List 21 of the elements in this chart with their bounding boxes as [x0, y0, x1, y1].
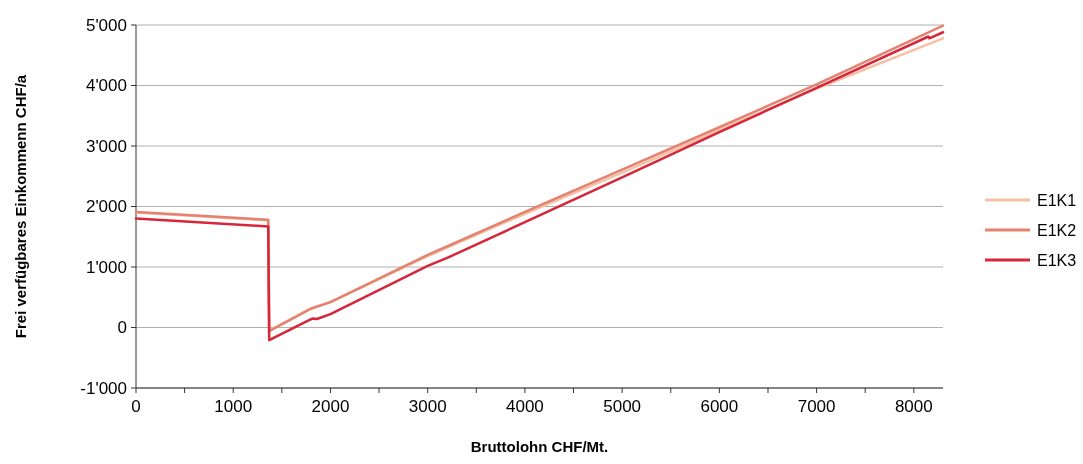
- x-tick-label: 2000: [311, 397, 350, 416]
- x-axis-title: Bruttolohn CHF/Mt.: [470, 438, 609, 455]
- x-tick-label: 6000: [700, 397, 739, 416]
- x-tick-label: 3000: [408, 397, 447, 416]
- legend-label: E1K3: [1037, 251, 1077, 269]
- y-axis-title: Frei verfügbares Einkommenn CHF/a: [12, 74, 29, 339]
- y-tick-label: 4'000: [85, 76, 127, 96]
- y-tick-label: 3'000: [85, 136, 127, 156]
- y-tick-label: 2'000: [85, 197, 127, 217]
- y-tick-label: 0: [117, 318, 127, 338]
- x-tick-label: 8000: [894, 397, 933, 416]
- x-tick-label: 1000: [214, 397, 253, 416]
- y-tick-label: -1'000: [80, 378, 127, 398]
- x-tick-label: 5000: [603, 397, 642, 416]
- y-tick-label: 5'000: [85, 15, 127, 35]
- y-tick-label: 1'000: [85, 257, 127, 277]
- x-tick-label: 4000: [506, 397, 544, 416]
- x-tick-label: 0: [131, 397, 141, 416]
- legend-label: E1K1: [1037, 191, 1077, 209]
- x-tick-label: 7000: [797, 397, 836, 416]
- legend-label: E1K2: [1037, 221, 1077, 239]
